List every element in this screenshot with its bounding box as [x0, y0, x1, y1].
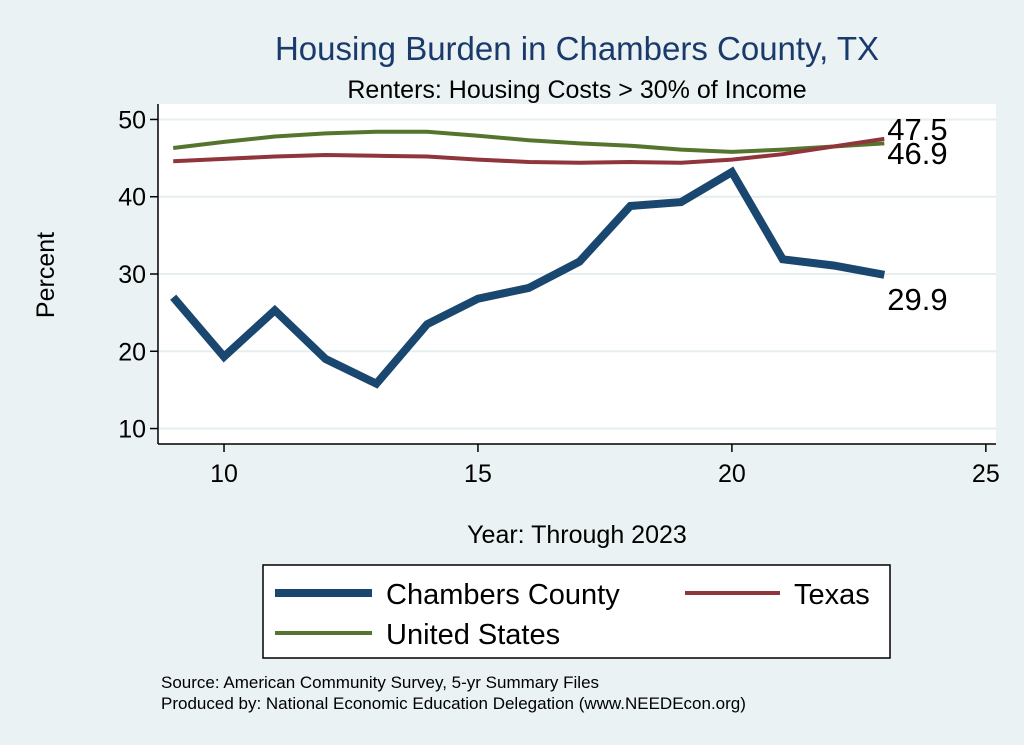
y-axis-title: Percent	[32, 232, 60, 318]
x-tick-label-15: 15	[464, 460, 492, 488]
line-texas	[173, 136, 885, 165]
legend-label-united-states: United States	[386, 619, 560, 651]
legend-box	[262, 564, 891, 659]
y-tick-label-10: 10	[118, 416, 146, 444]
end-label-chambers-county: 29.9	[887, 282, 947, 317]
axes: 10 20 30 40 50 10 15 20 25	[118, 104, 1000, 488]
gridlines	[158, 118, 996, 430]
x-tick-label-20: 20	[718, 460, 746, 488]
y-tick-label-20: 20	[118, 338, 146, 366]
end-labels: 29.9 47.546.9	[887, 112, 947, 317]
legend: Chambers County Texas United States	[262, 564, 891, 659]
producer-note: Produced by: National Economic Education…	[161, 694, 746, 713]
y-tick-label-40: 40	[118, 184, 146, 212]
series-lines	[170, 129, 886, 389]
x-axis-title: Year: Through 2023	[467, 521, 687, 549]
end-label-united-states: 46.9	[887, 136, 947, 171]
end-label-texas: 47.5	[887, 112, 947, 147]
source-note: Source: American Community Survey, 5-yr …	[161, 673, 599, 692]
x-tick-label-10: 10	[210, 460, 238, 488]
legend-label-chambers-county: Chambers County	[386, 579, 620, 611]
x-tick-label-25: 25	[972, 460, 1000, 488]
line-chambers-county	[170, 166, 886, 389]
chart-subtitle: Renters: Housing Costs > 30% of Income	[347, 76, 806, 104]
line-united-states	[172, 129, 885, 154]
y-tick-label-30: 30	[118, 261, 146, 289]
chart-title: Housing Burden in Chambers County, TX	[275, 30, 879, 67]
y-tick-label-50: 50	[118, 106, 146, 134]
legend-label-texas: Texas	[794, 579, 870, 611]
